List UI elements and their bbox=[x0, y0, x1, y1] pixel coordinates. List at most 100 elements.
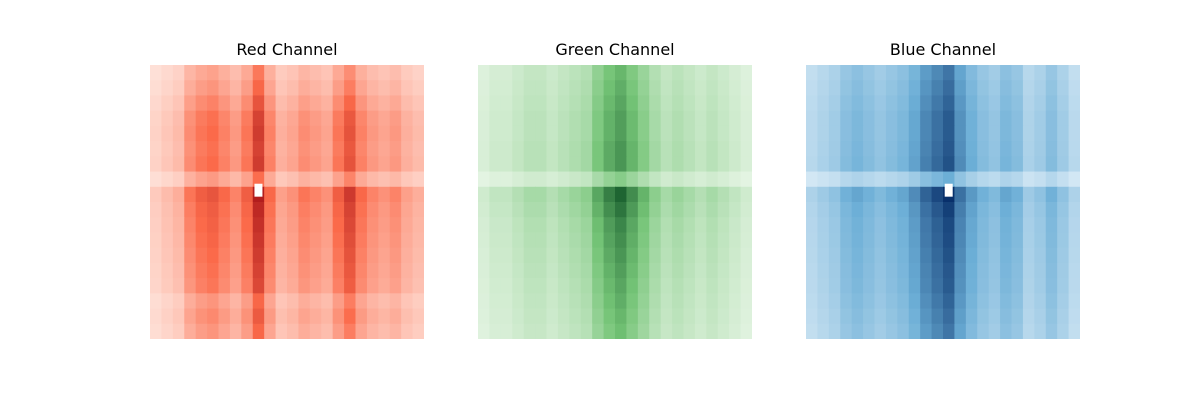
heatmap-cell bbox=[908, 247, 921, 264]
heatmap-cell bbox=[603, 308, 616, 325]
heatmap-cell bbox=[885, 308, 898, 325]
heatmap-cell bbox=[851, 202, 864, 218]
heatmap-cell bbox=[706, 95, 719, 112]
heatmap-cell bbox=[184, 171, 197, 188]
heatmap-cell bbox=[885, 323, 898, 339]
heatmap-cell bbox=[309, 95, 322, 112]
heatmap-cell bbox=[615, 232, 628, 249]
heatmap-cell bbox=[150, 171, 163, 188]
heatmap-cell bbox=[908, 80, 921, 97]
heatmap-cell bbox=[344, 278, 357, 294]
heatmap-cell bbox=[172, 262, 185, 279]
heatmap-cell bbox=[241, 217, 254, 234]
heatmap-cell bbox=[672, 110, 685, 127]
heatmap-cell bbox=[965, 80, 978, 97]
heatmap-cell bbox=[863, 110, 876, 127]
heatmap-cell bbox=[500, 308, 513, 325]
heatmap-cell bbox=[344, 293, 357, 310]
heatmap-cell bbox=[592, 186, 605, 203]
heatmap-cell bbox=[389, 247, 402, 264]
heatmap-cell bbox=[355, 232, 368, 249]
heatmap-cell bbox=[885, 125, 898, 142]
heatmap-cell bbox=[275, 125, 288, 142]
heatmap-cell bbox=[1057, 323, 1070, 339]
heatmap-cell bbox=[1057, 293, 1070, 310]
heatmap-cell bbox=[321, 65, 334, 81]
heatmap-cell bbox=[195, 323, 208, 339]
heatmap-cell bbox=[546, 308, 559, 325]
heatmap-cell bbox=[954, 232, 967, 249]
heatmap-cell bbox=[366, 293, 379, 310]
heatmap-cell bbox=[412, 232, 424, 249]
heatmap-cell bbox=[863, 217, 876, 234]
heatmap-cell bbox=[412, 308, 424, 325]
heatmap-cell bbox=[389, 308, 402, 325]
heatmap-cell bbox=[729, 293, 742, 310]
heatmap-cell bbox=[1057, 156, 1070, 173]
heatmap-cell bbox=[806, 262, 819, 279]
heatmap-cell bbox=[977, 232, 990, 249]
heatmap-cell bbox=[874, 247, 887, 264]
heatmap-cell bbox=[184, 186, 197, 203]
heatmap-cell bbox=[275, 323, 288, 339]
heatmap-cell bbox=[740, 202, 752, 218]
heatmap-cell bbox=[729, 262, 742, 279]
heatmap-cell bbox=[366, 65, 379, 81]
heatmap-cell bbox=[603, 262, 616, 279]
heatmap-cell bbox=[321, 141, 334, 157]
heatmap-cell bbox=[580, 171, 593, 188]
heatmap-cell bbox=[931, 293, 944, 310]
heatmap-cell bbox=[943, 232, 956, 249]
heatmap-cell bbox=[943, 65, 956, 81]
heatmap-cell bbox=[195, 80, 208, 97]
heatmap-cell bbox=[389, 125, 402, 142]
heatmap-cell bbox=[389, 156, 402, 173]
heatmap-cell bbox=[1034, 65, 1047, 81]
heatmap-cell bbox=[172, 171, 185, 188]
heatmap-cell bbox=[977, 323, 990, 339]
heatmap-cell bbox=[897, 156, 910, 173]
heatmap-cell bbox=[694, 202, 707, 218]
heatmap-cell bbox=[378, 202, 391, 218]
heatmap-cell bbox=[546, 141, 559, 157]
heatmap-cell bbox=[851, 278, 864, 294]
heatmap-cell bbox=[897, 65, 910, 81]
heatmap-cell bbox=[412, 65, 424, 81]
heatmap-cell bbox=[729, 323, 742, 339]
heatmap-cell bbox=[569, 293, 582, 310]
heatmap-cell bbox=[401, 247, 414, 264]
heatmap-cell bbox=[172, 80, 185, 97]
heatmap-cell bbox=[840, 125, 853, 142]
heatmap-cell bbox=[161, 141, 174, 157]
heatmap-cell bbox=[1034, 186, 1047, 203]
heatmap-cell bbox=[478, 125, 491, 142]
heatmap-cell bbox=[184, 278, 197, 294]
heatmap-cell bbox=[523, 293, 536, 310]
heatmap-cell bbox=[535, 217, 548, 234]
heatmap-cell bbox=[729, 308, 742, 325]
heatmap-cell bbox=[931, 171, 944, 188]
heatmap-cell bbox=[1022, 186, 1035, 203]
heatmap-cell bbox=[489, 95, 502, 112]
heatmap-cell bbox=[401, 186, 414, 203]
heatmap-cell bbox=[478, 293, 491, 310]
heatmap-cell bbox=[920, 247, 933, 264]
heatmap-cell bbox=[1022, 110, 1035, 127]
heatmap-cell bbox=[988, 202, 1001, 218]
heatmap-cell bbox=[161, 95, 174, 112]
heatmap-cell bbox=[229, 202, 242, 218]
heatmap-cell bbox=[863, 278, 876, 294]
heatmap-cell bbox=[615, 65, 628, 81]
heatmap-cell bbox=[489, 110, 502, 127]
heatmap-cell bbox=[988, 95, 1001, 112]
heatmap-cell bbox=[229, 65, 242, 81]
heatmap-cell bbox=[649, 247, 662, 264]
heatmap-cell bbox=[1045, 293, 1058, 310]
heatmap-cell bbox=[580, 110, 593, 127]
heatmap-cell bbox=[851, 95, 864, 112]
heatmap-cell bbox=[1000, 308, 1013, 325]
heatmap-cell bbox=[965, 278, 978, 294]
heatmap-cell bbox=[817, 217, 830, 234]
heatmap-cell bbox=[264, 247, 277, 264]
heatmap-cell bbox=[195, 293, 208, 310]
